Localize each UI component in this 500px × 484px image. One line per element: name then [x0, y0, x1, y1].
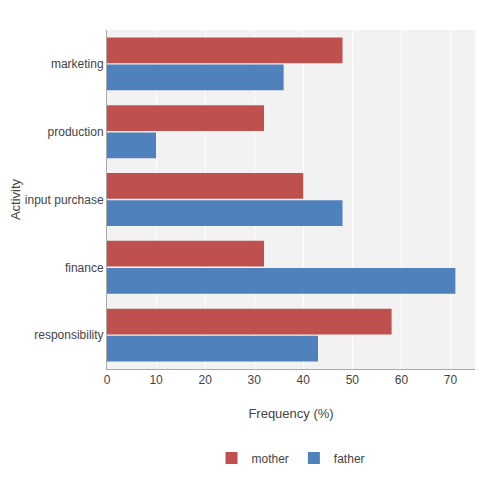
svg-text:Activity: Activity	[8, 178, 23, 220]
svg-text:Frequency (%): Frequency (%)	[248, 406, 333, 421]
svg-text:10: 10	[149, 373, 163, 387]
svg-text:responsibility: responsibility	[34, 328, 103, 342]
svg-text:production: production	[48, 125, 104, 139]
svg-text:father: father	[334, 452, 365, 466]
svg-text:finance: finance	[65, 261, 104, 275]
svg-text:30: 30	[248, 373, 262, 387]
svg-text:0: 0	[104, 373, 111, 387]
svg-text:20: 20	[198, 373, 212, 387]
svg-text:marketing: marketing	[51, 57, 104, 71]
svg-text:50: 50	[346, 373, 360, 387]
svg-text:input purchase: input purchase	[25, 193, 104, 207]
svg-text:60: 60	[395, 373, 409, 387]
svg-text:40: 40	[297, 373, 311, 387]
svg-text:mother: mother	[252, 452, 289, 466]
svg-text:70: 70	[444, 373, 458, 387]
